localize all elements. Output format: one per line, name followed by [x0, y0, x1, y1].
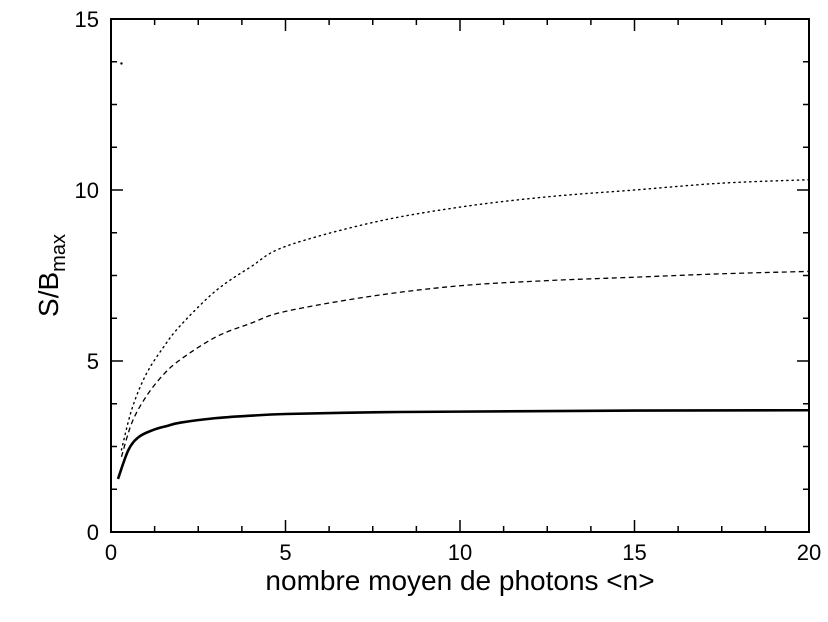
- y-axis-title: S/Bmax: [33, 234, 70, 317]
- series-point-marker: [120, 62, 123, 65]
- x-tick-label: 20: [797, 540, 821, 565]
- y-axis-title-subscript: max: [48, 234, 70, 272]
- series-line-dashed: [120, 270, 810, 457]
- y-tick-label: 5: [87, 349, 99, 374]
- x-axis-title: nombre moyen de photons <n>: [265, 565, 654, 596]
- series-line-dotted: [120, 179, 810, 451]
- y-tick-label: 0: [87, 520, 99, 545]
- ticks-layer: [110, 18, 810, 533]
- tick-labels-layer: 0 5 10 15 20 0 5 10 15: [75, 7, 822, 565]
- y-axis-title-main: S/B: [33, 272, 64, 317]
- y-tick-label: 15: [75, 7, 99, 32]
- plot-frame: [110, 18, 810, 533]
- x-tick-label: 15: [622, 540, 646, 565]
- x-tick-label: 0: [105, 540, 117, 565]
- series-layer: [116, 62, 810, 480]
- y-tick-label: 10: [75, 178, 99, 203]
- series-line-solid: [116, 408, 810, 480]
- x-tick-label: 10: [448, 540, 472, 565]
- x-tick-label: 5: [279, 540, 291, 565]
